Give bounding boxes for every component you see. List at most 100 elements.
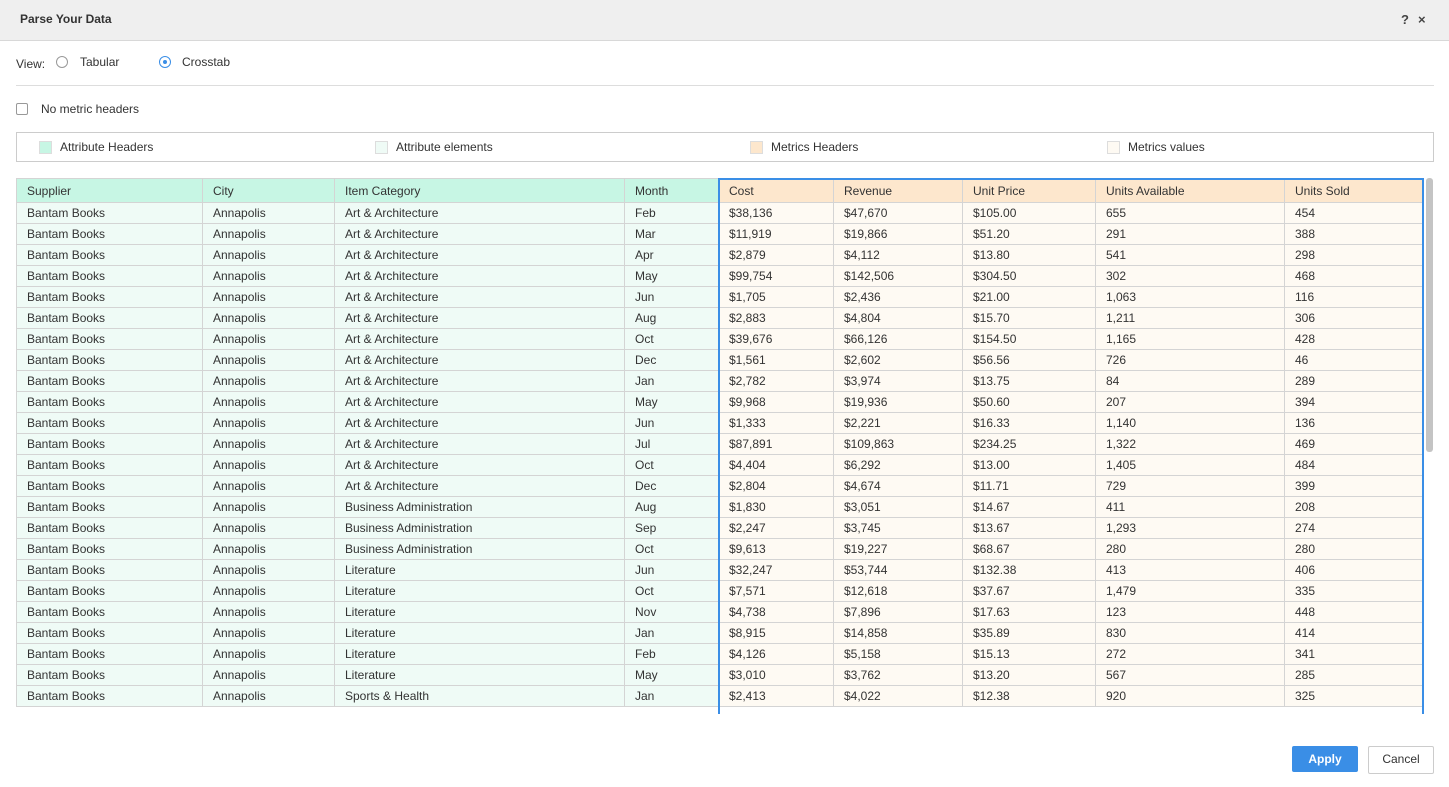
table-cell: Annapolis [202, 370, 335, 392]
table-cell: $15.13 [962, 643, 1096, 665]
column-header: City [202, 178, 335, 203]
legend [16, 132, 1434, 162]
table-cell: 306 [1284, 307, 1424, 329]
table-cell: $32,247 [718, 559, 834, 581]
cancel-button[interactable]: Cancel [1368, 746, 1434, 774]
table-cell: $13.75 [962, 370, 1096, 392]
table-cell: Jun [624, 559, 719, 581]
checkbox-label[interactable]: No metric headers [41, 102, 140, 116]
table-cell: Art & Architecture [334, 370, 625, 392]
table-cell: Apr [624, 244, 719, 266]
legend-label: Attribute Headers [60, 140, 154, 154]
table-cell: $6,292 [833, 454, 963, 476]
table-cell: Annapolis [202, 202, 335, 224]
table-cell: Annapolis [202, 454, 335, 476]
table-cell: $12.38 [962, 685, 1096, 707]
column-header: Cost [718, 178, 834, 203]
table-cell: Annapolis [202, 601, 335, 623]
table-cell: Bantam Books [16, 286, 203, 308]
table-cell: $68.67 [962, 538, 1096, 560]
table-cell: 272 [1095, 643, 1285, 665]
column-header: Month [624, 178, 719, 203]
table-row: Bantam Books Annapolis Art & Architecture J… [16, 286, 1424, 308]
table-row: Bantam Books Annapolis Literature Nov $4,738… [16, 601, 1424, 623]
table-cell: $2,413 [718, 685, 834, 707]
table-cell: $19,227 [833, 538, 963, 560]
table-cell: 448 [1284, 601, 1424, 623]
table-cell: Sports & Health [334, 685, 625, 707]
table-cell: Art & Architecture [334, 433, 625, 455]
table-cell: $53,744 [833, 559, 963, 581]
table-cell: May [624, 265, 719, 287]
table-cell: Art & Architecture [334, 286, 625, 308]
table-cell: $9,613 [718, 538, 834, 560]
radio-tabular[interactable] [56, 56, 68, 68]
table-cell: Bantam Books [16, 475, 203, 497]
table-cell: May [624, 391, 719, 413]
table-cell: Annapolis [202, 349, 335, 371]
table-cell: Art & Architecture [334, 307, 625, 329]
table-cell: $3,974 [833, 370, 963, 392]
table-cell: Literature [334, 643, 625, 665]
table-cell: 394 [1284, 391, 1424, 413]
table-cell: Feb [624, 202, 719, 224]
table-cell: Literature [334, 664, 625, 686]
column-header: Supplier [16, 178, 203, 203]
table-cell: Bantam Books [16, 517, 203, 539]
table-cell: Annapolis [202, 433, 335, 455]
table-cell: $56.56 [962, 349, 1096, 371]
table-cell: $15.70 [962, 307, 1096, 329]
table-cell: Oct [624, 454, 719, 476]
table-cell: $16.33 [962, 412, 1096, 434]
table-cell: Bantam Books [16, 433, 203, 455]
table-cell: 567 [1095, 664, 1285, 686]
radio-label[interactable]: Tabular [80, 55, 120, 69]
table-cell: Jan [624, 622, 719, 644]
table-cell: $21.00 [962, 286, 1096, 308]
table-cell: Annapolis [202, 223, 335, 245]
table-cell: 1,165 [1095, 328, 1285, 350]
table-cell: Bantam Books [16, 265, 203, 287]
table-cell: Annapolis [202, 286, 335, 308]
scrollbar[interactable] [1426, 178, 1433, 452]
table-cell: Annapolis [202, 664, 335, 686]
legend-label: Attribute elements [396, 140, 493, 154]
table-cell: $4,126 [718, 643, 834, 665]
table-cell: Art & Architecture [334, 265, 625, 287]
checkbox[interactable] [16, 103, 28, 115]
table-cell: Bantam Books [16, 664, 203, 686]
table-cell: Annapolis [202, 265, 335, 287]
table-cell: Bantam Books [16, 349, 203, 371]
table-cell: Bantam Books [16, 412, 203, 434]
column-header: Revenue [833, 178, 963, 203]
help-button[interactable]: ? [1401, 12, 1409, 27]
table-row: Bantam Books Annapolis Literature Feb $4,126… [16, 643, 1424, 665]
table-cell: 726 [1095, 349, 1285, 371]
table-cell: Annapolis [202, 475, 335, 497]
table-cell: $13.20 [962, 664, 1096, 686]
table-cell: $4,738 [718, 601, 834, 623]
column-header: Item Category [334, 178, 625, 203]
close-button[interactable]: × [1418, 12, 1426, 27]
table-cell: Oct [624, 328, 719, 350]
radio-label[interactable]: Crosstab [182, 55, 231, 69]
radio-crosstab[interactable] [159, 56, 171, 68]
table-cell: $1,705 [718, 286, 834, 308]
table-cell: 388 [1284, 223, 1424, 245]
table-cell: $11,919 [718, 223, 834, 245]
table-cell: $4,022 [833, 685, 963, 707]
table-cell: Art & Architecture [334, 244, 625, 266]
table-cell: Art & Architecture [334, 223, 625, 245]
table-row: Bantam Books Annapolis Art & Architecture M… [16, 391, 1424, 413]
apply-button[interactable]: Apply [1292, 746, 1358, 772]
table-cell: Annapolis [202, 412, 335, 434]
table-cell: 406 [1284, 559, 1424, 581]
table-cell: 1,322 [1095, 433, 1285, 455]
table-cell: Bantam Books [16, 496, 203, 518]
table-row: Bantam Books Annapolis Literature Jan $8,915… [16, 622, 1424, 644]
table-cell: 207 [1095, 391, 1285, 413]
table-cell: Bantam Books [16, 307, 203, 329]
table-cell: $2,602 [833, 349, 963, 371]
table-cell: Art & Architecture [334, 349, 625, 371]
table-cell: Annapolis [202, 538, 335, 560]
